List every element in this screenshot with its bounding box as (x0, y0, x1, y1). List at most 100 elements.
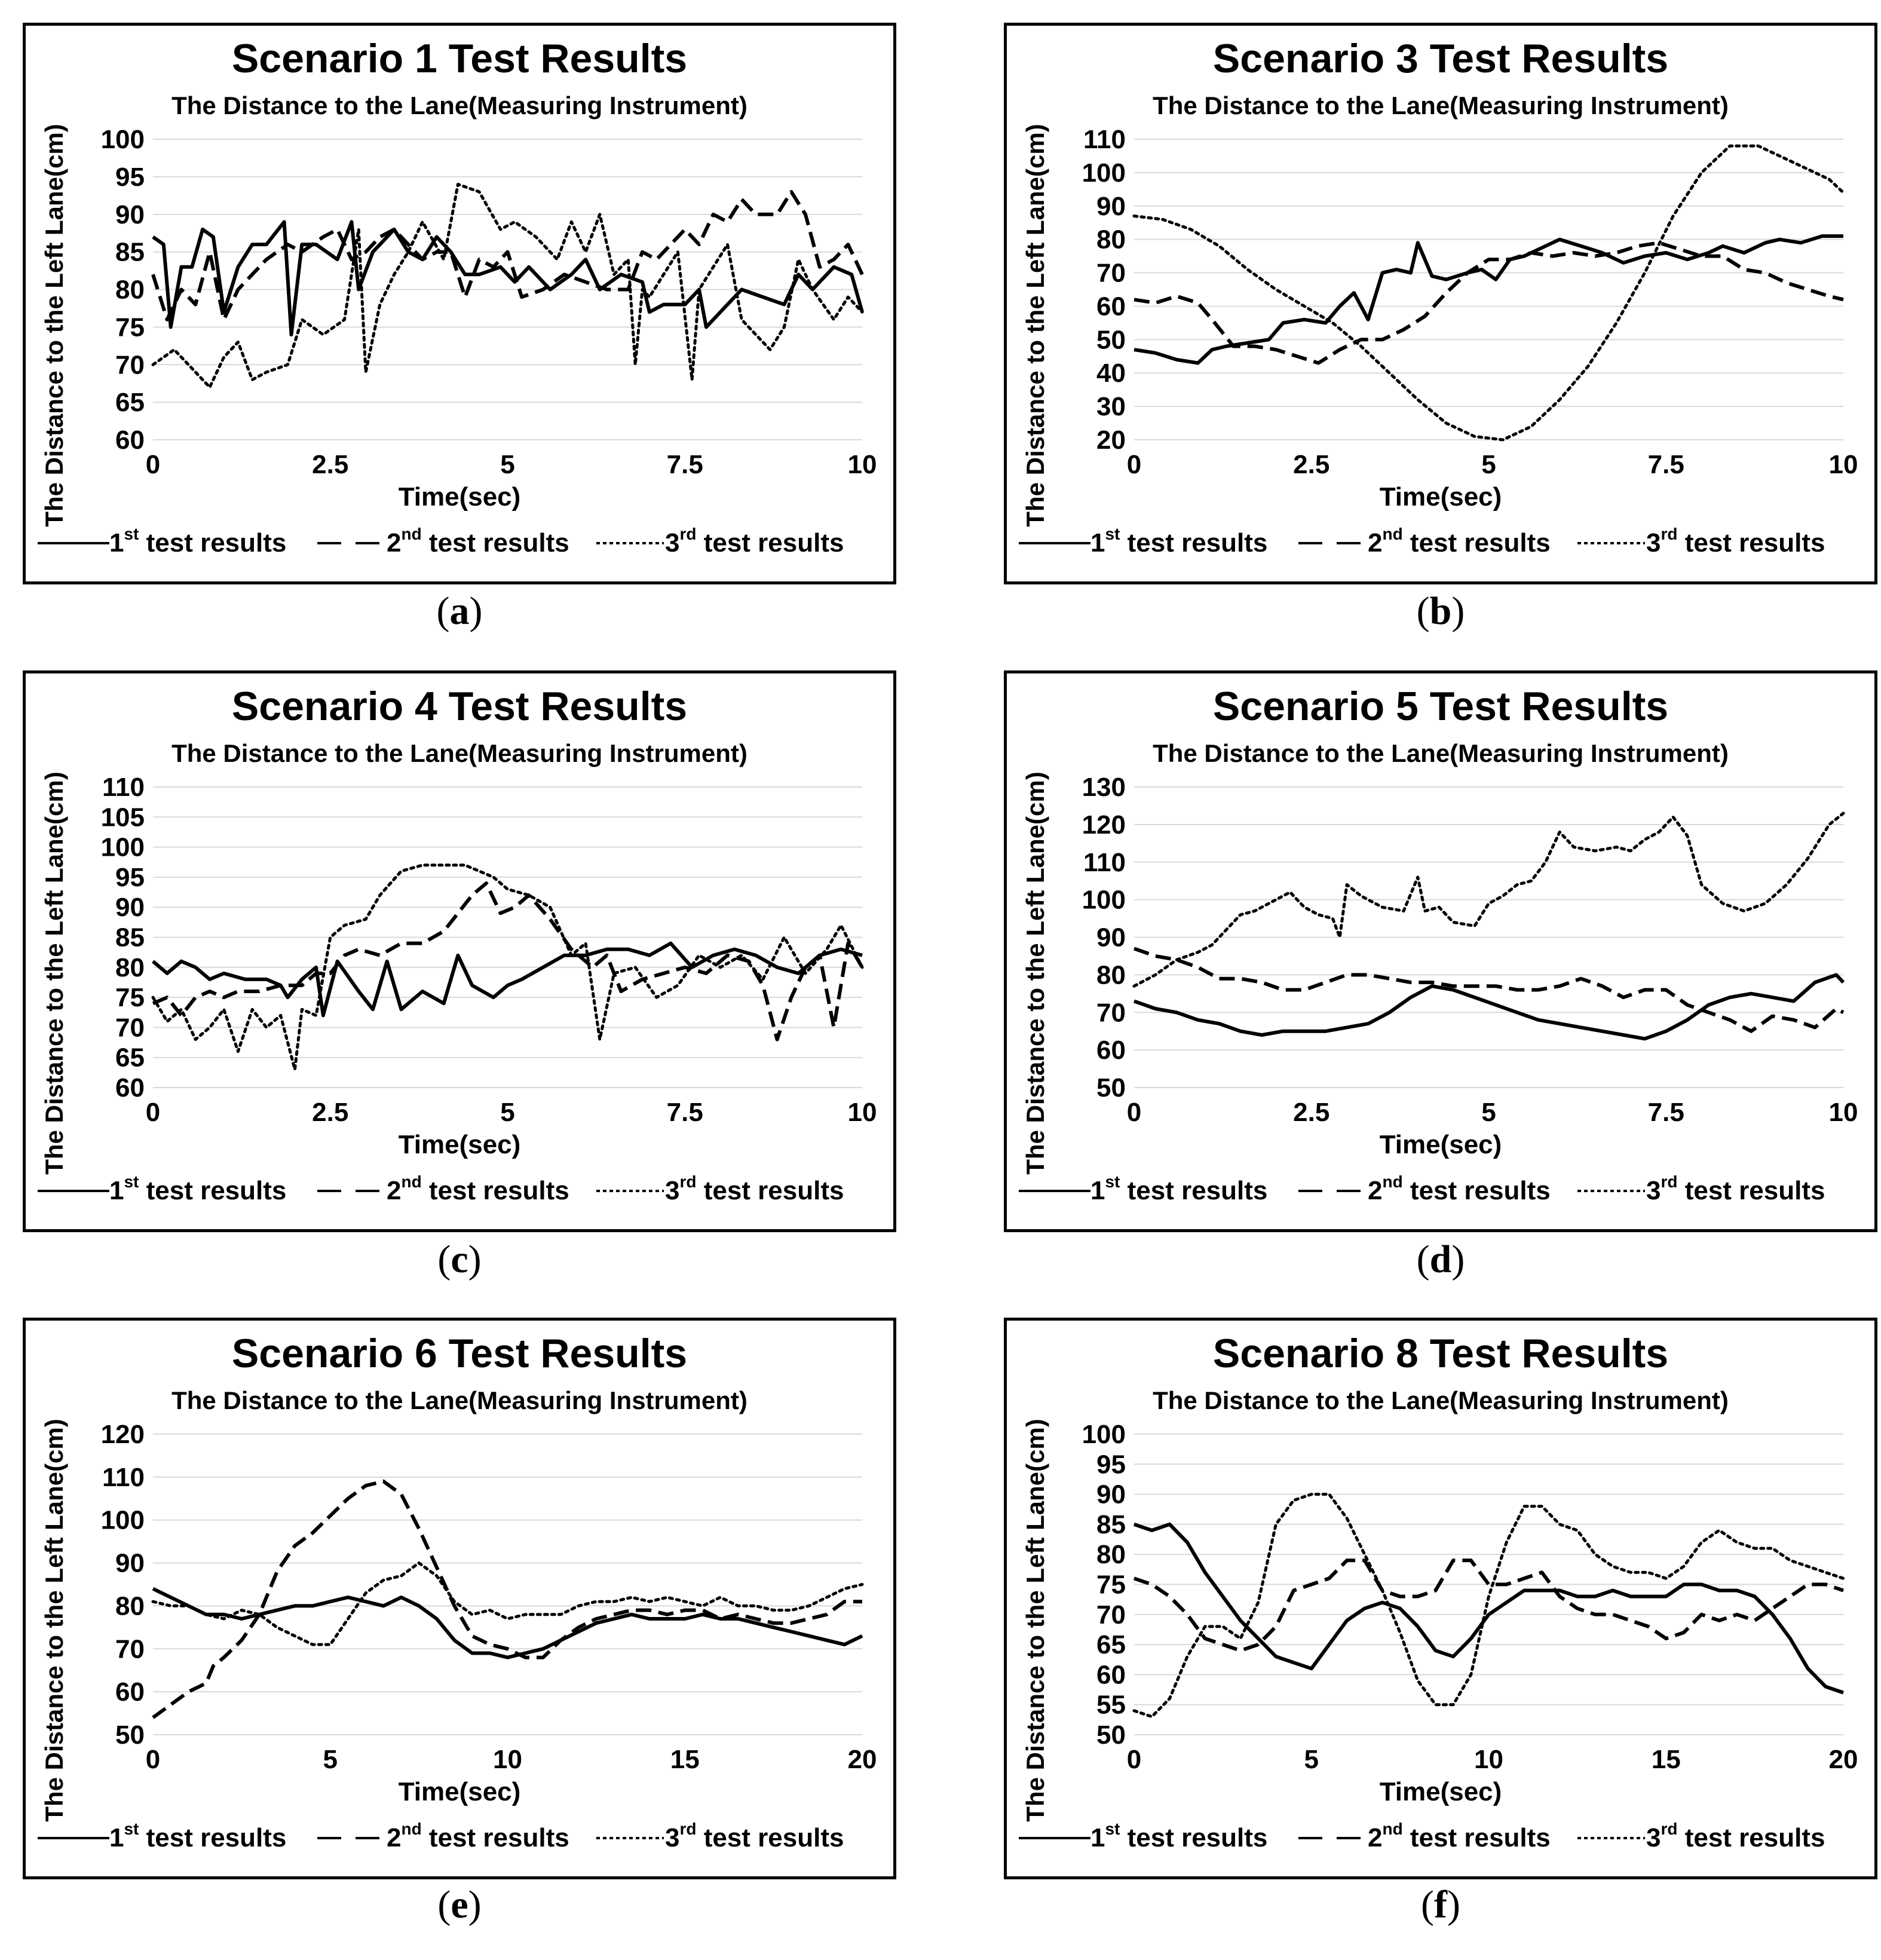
series-line-3 (151, 1561, 864, 1646)
series-line-1 (152, 941, 863, 1018)
series-line-1 (152, 1587, 863, 1659)
y-tick-label: 60 (1096, 292, 1126, 321)
y-tick-label: 90 (1096, 192, 1126, 221)
chart-title: Scenario 3 Test Results (1213, 36, 1668, 81)
x-tick-label: 10 (848, 1098, 877, 1127)
legend-label-3: 3rd test results (1646, 1820, 1825, 1852)
x-tick-label: 7.5 (667, 450, 703, 479)
y-axis-label: The Distance to the Left Lane(cm) (1021, 771, 1049, 1174)
chart-title: Scenario 4 Test Results (232, 684, 687, 729)
y-axis-label: The Distance to the Left Lane(cm) (1021, 124, 1049, 526)
series-line-3 (151, 863, 864, 1071)
x-tick-label: 10 (848, 450, 877, 479)
series-line-1 (152, 220, 864, 336)
y-tick-label: 60 (115, 425, 145, 455)
y-axis-label: The Distance to the Left Lane(cm) (1021, 1419, 1049, 1821)
x-axis-label: Time(sec) (1380, 482, 1502, 512)
y-tick-label: 80 (1096, 960, 1126, 990)
x-tick-label: 0 (1127, 450, 1141, 479)
x-tick-label: 7.5 (1648, 450, 1684, 479)
x-axis-label: Time(sec) (399, 1777, 521, 1806)
y-tick-label: 120 (101, 1420, 145, 1449)
chart-d: Scenario 5 Test Results The Distance to t… (1019, 684, 1858, 1205)
chart-subtitle: The Distance to the Lane(Measuring Instr… (171, 91, 748, 120)
legend-label-1: 1st test results (1090, 1820, 1267, 1852)
y-tick-label: 30 (1096, 392, 1126, 421)
legend-label-3: 3rd test results (665, 1820, 844, 1852)
legend-label-1: 1st test results (109, 1172, 286, 1205)
x-tick-label: 5 (323, 1745, 338, 1774)
chart-panel-c: Scenario 4 Test Results The Distance to t… (23, 670, 896, 1232)
y-tick-label: 85 (115, 238, 145, 267)
chart-e: Scenario 6 Test Results The Distance to t… (38, 1331, 877, 1852)
y-tick-label: 120 (1082, 810, 1126, 840)
y-tick-label: 80 (115, 953, 145, 982)
chart-title: Scenario 5 Test Results (1213, 684, 1668, 729)
y-tick-label: 110 (102, 1463, 145, 1492)
y-tick-label: 65 (115, 388, 145, 417)
chart-subtitle: The Distance to the Lane(Measuring Instr… (171, 739, 748, 767)
chart-subtitle: The Distance to the Lane(Measuring Instr… (1153, 739, 1729, 767)
legend-label-2: 2nd test results (387, 525, 569, 558)
x-tick-label: 0 (1127, 1745, 1141, 1774)
x-tick-label: 2.5 (1293, 1098, 1329, 1127)
y-tick-label: 85 (115, 923, 145, 953)
x-tick-label: 5 (1481, 450, 1496, 479)
chart-a: Scenario 1 Test Results The Distance to t… (38, 36, 877, 558)
y-axis-label: The Distance to the Left Lane(cm) (40, 124, 68, 526)
legend-label-2: 2nd test results (387, 1820, 569, 1852)
x-tick-label: 15 (670, 1745, 700, 1774)
caption-c: (c) (437, 1238, 482, 1281)
y-tick-label: 50 (1096, 1073, 1126, 1102)
legend-label-2: 2nd test results (1368, 525, 1551, 558)
x-tick-label: 2.5 (312, 450, 348, 479)
y-tick-label: 110 (1083, 848, 1126, 877)
chart-panel-d: Scenario 5 Test Results The Distance to t… (1004, 670, 1877, 1232)
x-tick-label: 0 (1127, 1098, 1141, 1127)
y-tick-label: 50 (1096, 325, 1126, 354)
x-tick-label: 7.5 (1648, 1098, 1684, 1127)
x-axis-label: Time(sec) (399, 1130, 521, 1159)
legend-label-3: 3rd test results (665, 1172, 844, 1205)
chart-panel-a: Scenario 1 Test Results The Distance to t… (23, 23, 896, 584)
caption-e: (e) (437, 1883, 482, 1927)
series-line-2 (1133, 1558, 1844, 1653)
y-tick-label: 75 (115, 983, 145, 1012)
legend-label-1: 1st test results (109, 525, 286, 558)
legend-label-1: 1st test results (1090, 525, 1267, 558)
y-tick-label: 65 (115, 1043, 145, 1073)
x-tick-label: 0 (146, 450, 160, 479)
y-tick-label: 110 (102, 773, 145, 802)
chart-f: Scenario 8 Test Results The Distance to t… (1019, 1331, 1858, 1852)
x-tick-label: 10 (1474, 1745, 1503, 1774)
chart-panel-b: Scenario 3 Test Results The Distance to t… (1004, 23, 1877, 584)
y-tick-label: 100 (101, 125, 145, 154)
y-tick-label: 40 (1096, 359, 1126, 388)
y-tick-label: 90 (1096, 1480, 1126, 1509)
y-tick-label: 130 (1082, 773, 1126, 802)
caption-d: (d) (1416, 1238, 1465, 1281)
x-tick-label: 20 (848, 1745, 877, 1774)
x-tick-label: 5 (1481, 1098, 1496, 1127)
legend-label-2: 2nd test results (1368, 1172, 1551, 1205)
y-tick-label: 75 (115, 313, 145, 342)
legend-label-3: 3rd test results (1646, 1172, 1825, 1205)
legend-label-2: 2nd test results (387, 1172, 569, 1205)
y-tick-label: 105 (101, 803, 145, 832)
chart-panel-f: Scenario 8 Test Results The Distance to t… (1004, 1318, 1877, 1879)
x-tick-label: 10 (1829, 450, 1858, 479)
series-line-2 (152, 1480, 862, 1719)
chart-subtitle: The Distance to the Lane(Measuring Instr… (1153, 1386, 1729, 1414)
series-line-1 (1133, 1522, 1844, 1695)
legend-label-1: 1st test results (1090, 1172, 1267, 1205)
y-tick-label: 90 (1096, 923, 1126, 953)
y-axis-label: The Distance to the Left Lane(cm) (40, 771, 68, 1174)
caption-a: (a) (436, 589, 483, 633)
chart-title: Scenario 1 Test Results (232, 36, 687, 81)
y-tick-label: 90 (115, 200, 145, 229)
caption-f: (f) (1421, 1883, 1460, 1927)
legend-label-3: 3rd test results (1646, 525, 1825, 558)
y-tick-label: 55 (1096, 1690, 1126, 1720)
series-line-3 (151, 182, 864, 389)
y-tick-label: 70 (1096, 998, 1126, 1027)
